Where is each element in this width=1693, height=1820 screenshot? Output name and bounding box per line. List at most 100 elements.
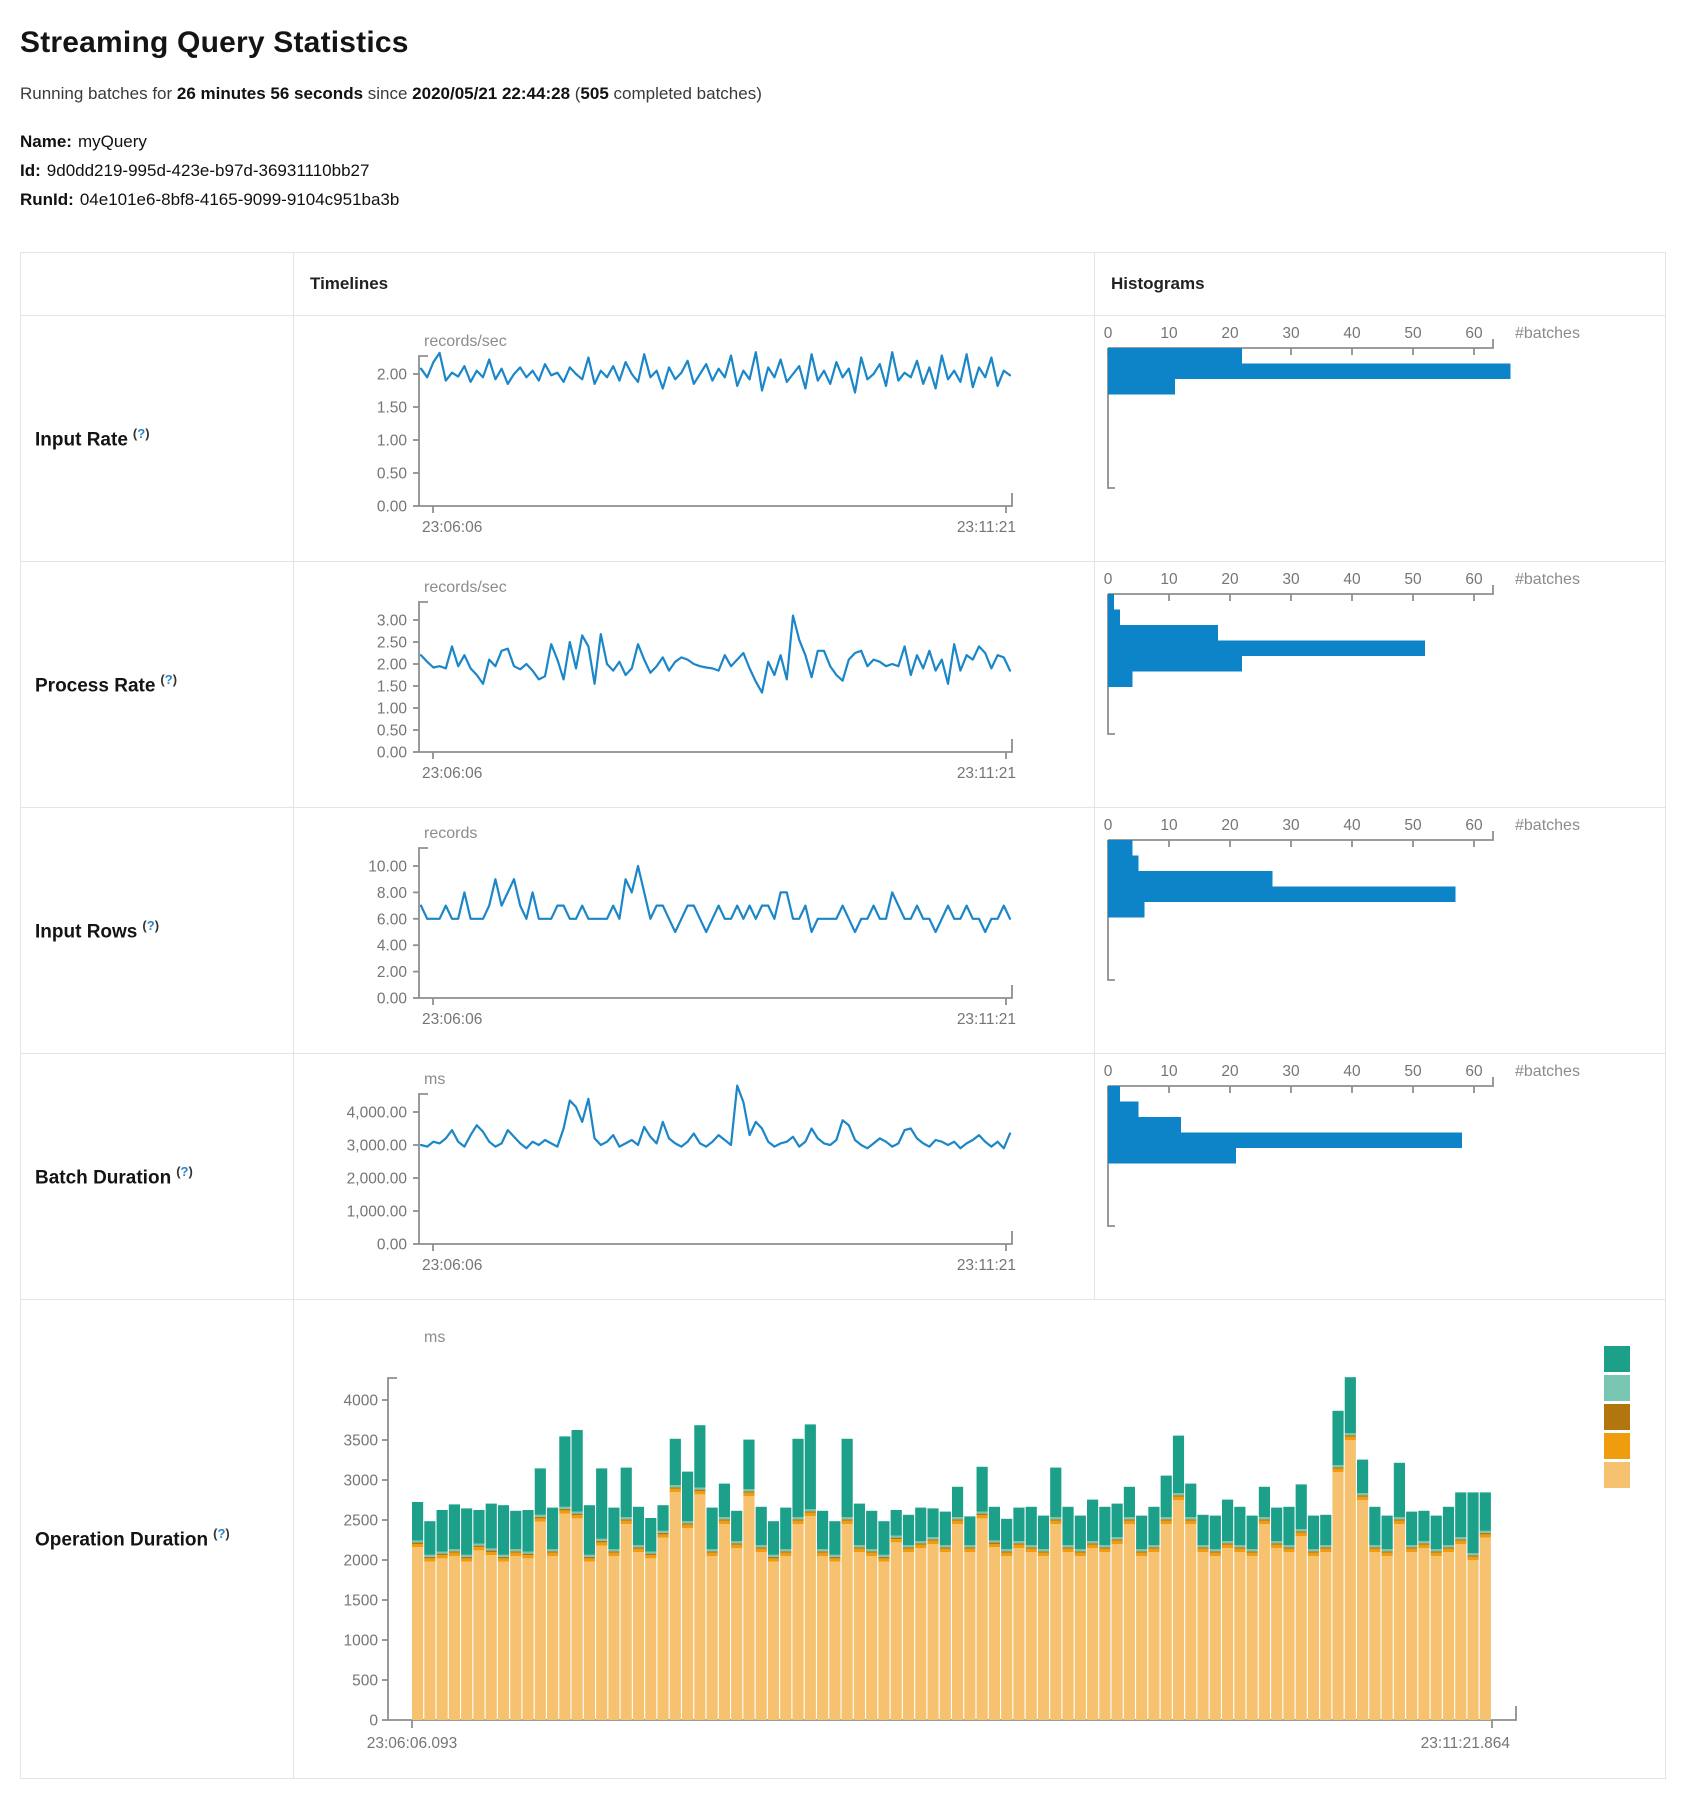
svg-text:4,000.00: 4,000.00: [347, 1105, 408, 1122]
timeline-cell-batch-duration: ms 4,000.00 3,000.00 2,000.00 1,000.00 0.00 23…: [293, 1053, 1095, 1300]
svg-text:#batches: #batches: [1515, 1063, 1580, 1080]
svg-text:23:11:21: 23:11:21: [957, 519, 1016, 536]
svg-text:23:06:06: 23:06:06: [422, 519, 482, 536]
input-rows-histogram-chart: 0 10 20 30 40 50 60 #batches: [1104, 817, 1580, 981]
column-header-timelines: Timelines: [293, 252, 1095, 316]
svg-text:40: 40: [1343, 325, 1361, 342]
svg-text:50: 50: [1404, 817, 1422, 834]
row-label-text: Process Rate: [35, 675, 156, 697]
help-icon-input-rate[interactable]: (?): [132, 425, 150, 441]
svg-text:#batches: #batches: [1515, 325, 1580, 342]
svg-text:0.00: 0.00: [377, 745, 408, 762]
query-id-value: 9d0dd219-995d-423e-b97d-36931110bb27: [46, 161, 370, 180]
operation-duration-legend: [1604, 1346, 1630, 1491]
row-label-operation-duration: Operation Duration (?): [20, 1299, 294, 1779]
input-rows-timeline-chart: records 10.00 8.00 6.00 4.00 2.00 0.00 23:06:06…: [368, 825, 1016, 1028]
legend-swatch-1: [1604, 1346, 1630, 1372]
table-header-row: Timelines Histograms: [20, 252, 1666, 316]
svg-text:4.00: 4.00: [377, 938, 408, 955]
histogram-cell-process-rate: 0 10 20 30 40 50 60 #batches: [1094, 561, 1666, 808]
svg-text:10: 10: [1160, 817, 1178, 834]
table-row-operation-duration: Operation Duration (?) ms 4000 3500 3000 2500…: [20, 1299, 1666, 1779]
svg-text:30: 30: [1282, 571, 1300, 588]
input-rate-timeline-chart: records/sec 2.00 1.50 1.00 0.50 0.00 23:06:06 2…: [377, 333, 1016, 536]
svg-text:20: 20: [1221, 571, 1239, 588]
svg-text:1.00: 1.00: [377, 433, 408, 450]
svg-text:3.00: 3.00: [377, 613, 408, 630]
legend-swatch-4: [1604, 1433, 1630, 1459]
help-icon-process-rate[interactable]: (?): [160, 671, 178, 687]
svg-text:40: 40: [1343, 817, 1361, 834]
svg-text:60: 60: [1465, 325, 1483, 342]
process-rate-timeline-chart: records/sec 3.00 2.50 2.00 1.50 1.00 0.50 0.00 2…: [377, 579, 1016, 782]
query-id-row: Id: 9d0dd219-995d-423e-b97d-36931110bb27: [20, 161, 1673, 181]
legend-swatch-5: [1604, 1462, 1630, 1488]
operation-duration-cell: ms 4000 3500 3000 2500 2000 1500 1000 500 0 23:06:…: [293, 1299, 1666, 1779]
svg-text:23:11:21: 23:11:21: [957, 765, 1016, 782]
svg-text:0: 0: [1104, 571, 1113, 588]
svg-text:2.50: 2.50: [377, 635, 408, 652]
svg-text:20: 20: [1221, 1063, 1239, 1080]
svg-text:60: 60: [1465, 817, 1483, 834]
svg-text:2.00: 2.00: [377, 964, 408, 981]
svg-text:23:06:06: 23:06:06: [422, 1011, 482, 1028]
table-row-input-rate: Input Rate (?) records/sec 2.00 1.50 1.00 0.5…: [20, 315, 1666, 562]
svg-text:1.50: 1.50: [377, 679, 408, 696]
svg-text:2.00: 2.00: [377, 657, 408, 674]
svg-text:23:11:21: 23:11:21: [957, 1011, 1016, 1028]
histogram-cell-input-rows: 0 10 20 30 40 50 60 #batches: [1094, 807, 1666, 1054]
svg-text:2,000.00: 2,000.00: [347, 1171, 408, 1188]
timeline-cell-input-rows: records 10.00 8.00 6.00 4.00 2.00 0.00 23:06:06…: [293, 807, 1095, 1054]
svg-text:10: 10: [1160, 1063, 1178, 1080]
row-label-text: Batch Duration: [35, 1167, 172, 1189]
svg-text:30: 30: [1282, 817, 1300, 834]
row-label-input-rows: Input Rows (?): [20, 807, 294, 1054]
svg-text:3,000.00: 3,000.00: [347, 1138, 408, 1155]
svg-text:30: 30: [1282, 1063, 1300, 1080]
svg-text:0: 0: [369, 1713, 378, 1730]
svg-text:30: 30: [1282, 325, 1300, 342]
svg-text:20: 20: [1221, 325, 1239, 342]
help-icon-input-rows[interactable]: (?): [142, 917, 160, 933]
query-id-label: Id:: [20, 161, 41, 180]
timeline-cell-process-rate: records/sec 3.00 2.50 2.00 1.50 1.00 0.50 0.00 2…: [293, 561, 1095, 808]
svg-text:2.00: 2.00: [377, 367, 408, 384]
svg-text:0.00: 0.00: [377, 499, 408, 516]
query-metadata: Name: myQuery Id: 9d0dd219-995d-423e-b97d-…: [20, 132, 1673, 210]
batch-duration-histogram-chart: 0 10 20 30 40 50 60 #batches: [1104, 1063, 1580, 1227]
svg-text:23:06:06.093: 23:06:06.093: [367, 1735, 458, 1752]
svg-text:#batches: #batches: [1515, 571, 1580, 588]
svg-text:4000: 4000: [344, 1393, 379, 1410]
query-runid-row: RunId: 04e101e6-8bf8-4165-9099-9104c951ba…: [20, 190, 1673, 210]
column-header-histograms: Histograms: [1094, 252, 1666, 316]
svg-text:0: 0: [1104, 817, 1113, 834]
table-row-process-rate: Process Rate (?) records/sec 3.00 2.50 2.00 1…: [20, 561, 1666, 808]
row-label-text: Input Rate: [35, 429, 128, 451]
svg-text:records/sec: records/sec: [424, 579, 507, 596]
help-icon-operation-duration[interactable]: (?): [213, 1526, 230, 1542]
row-label-process-rate: Process Rate (?): [20, 561, 294, 808]
svg-text:60: 60: [1465, 571, 1483, 588]
running-summary: Running batches for 26 minutes 56 second…: [20, 84, 762, 103]
svg-text:2000: 2000: [344, 1553, 379, 1570]
svg-text:50: 50: [1404, 571, 1422, 588]
svg-text:0.50: 0.50: [377, 723, 408, 740]
help-icon-batch-duration[interactable]: (?): [176, 1163, 193, 1179]
svg-text:50: 50: [1404, 1063, 1422, 1080]
corner-cell: [20, 252, 294, 316]
row-label-text: Input Rows: [35, 921, 138, 943]
svg-text:10.00: 10.00: [368, 859, 407, 876]
table-row-batch-duration: Batch Duration (?) ms 4,000.00 3,000.00 2,00…: [20, 1053, 1666, 1300]
query-name-value: myQuery: [77, 132, 147, 151]
svg-text:6.00: 6.00: [377, 911, 408, 928]
svg-text:ms: ms: [424, 1329, 445, 1346]
svg-text:20: 20: [1221, 817, 1239, 834]
svg-text:1000: 1000: [344, 1633, 379, 1650]
query-runid-label: RunId:: [20, 190, 74, 209]
svg-text:23:11:21: 23:11:21: [957, 1257, 1016, 1274]
svg-text:3500: 3500: [344, 1433, 379, 1450]
start-time: 2020/05/21 22:44:28: [412, 84, 571, 103]
row-label-batch-duration: Batch Duration (?): [20, 1053, 294, 1300]
batch-duration-timeline-chart: ms 4,000.00 3,000.00 2,000.00 1,000.00 0.00 23…: [347, 1071, 1016, 1274]
